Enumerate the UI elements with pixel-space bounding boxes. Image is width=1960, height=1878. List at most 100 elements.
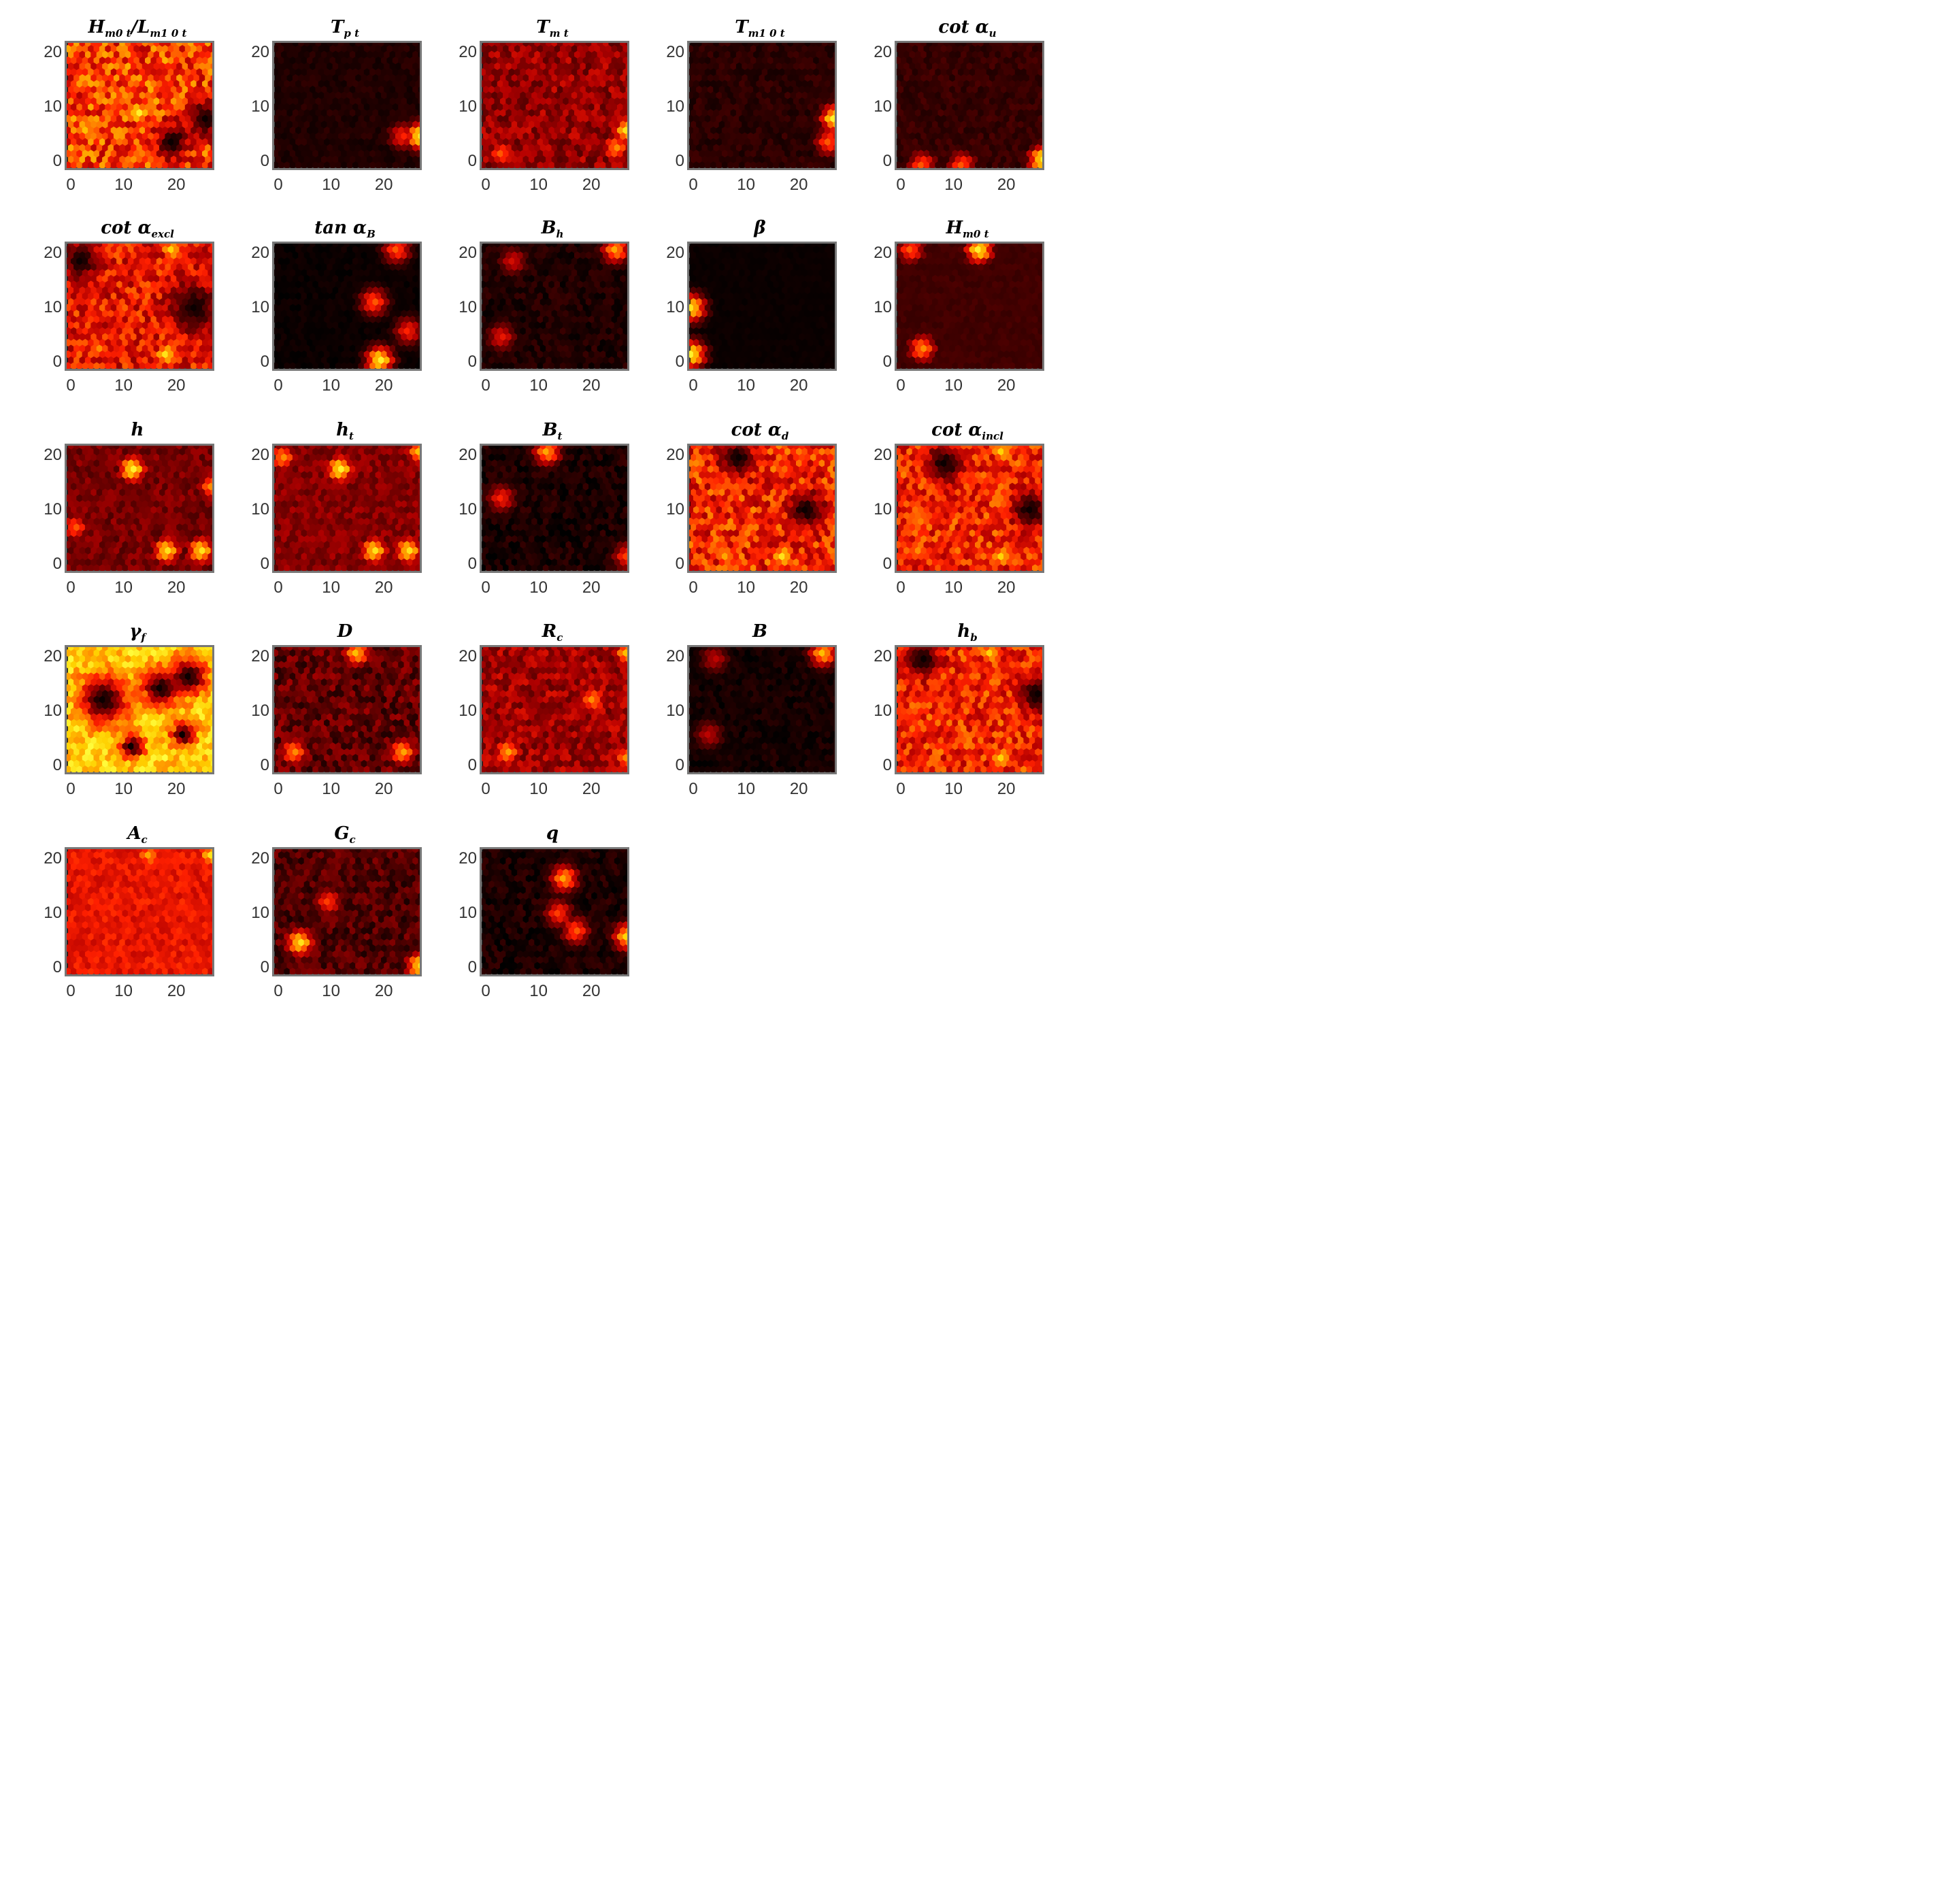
hex-cell: [329, 338, 336, 347]
hex-cell: [210, 121, 212, 128]
hex-cell: [733, 137, 740, 146]
hex-cell: [614, 251, 620, 259]
hex-cell: [761, 44, 768, 53]
hex-cell: [588, 257, 595, 265]
hex-cell: [292, 251, 299, 259]
hex-cell: [88, 257, 95, 265]
hex-cell: [971, 97, 978, 105]
hex-cell: [196, 350, 203, 359]
hex-cell: [122, 338, 129, 347]
hex-cell: [369, 269, 376, 277]
hex-cell: [145, 91, 152, 99]
hex-cell: [346, 245, 353, 254]
hex-cell: [88, 303, 95, 312]
hex-cell: [727, 80, 734, 88]
hex-cell: [398, 269, 405, 277]
hex-cell: [173, 245, 180, 254]
hex-cell: [997, 44, 1004, 53]
hex-cell: [190, 114, 197, 122]
hex-cell: [352, 303, 359, 312]
hex-cell: [565, 315, 572, 323]
y-tick-label: 10: [251, 97, 269, 116]
hex-cell: [505, 120, 512, 129]
hex-cell: [99, 257, 105, 265]
hex-cell: [963, 91, 970, 99]
y-tick-label: 0: [52, 152, 62, 170]
hex-cell: [82, 56, 88, 65]
hex-cell: [406, 263, 413, 271]
hex-cell: [818, 44, 825, 53]
hex-cell: [1012, 97, 1018, 105]
hex-cell: [778, 44, 785, 53]
hex-cell: [1037, 68, 1042, 76]
hex-cell: [156, 80, 163, 88]
hex-cell: [983, 85, 990, 94]
hex-cell: [153, 321, 160, 329]
hex-cell: [105, 315, 112, 323]
hex-cell: [992, 56, 999, 65]
hex-cell: [943, 62, 950, 70]
hex-cell: [825, 114, 831, 122]
hex-cell: [199, 274, 205, 283]
hex-cell: [707, 62, 714, 70]
hex-cell: [133, 362, 140, 369]
hex-cell: [274, 137, 279, 146]
hex-cell: [756, 80, 763, 88]
hex-cell: [150, 327, 157, 335]
hex-cell: [701, 155, 708, 163]
hex-cell: [517, 356, 524, 364]
hex-cell: [622, 56, 627, 65]
hex-cell: [324, 114, 331, 122]
hex-cell: [184, 338, 191, 347]
hex-cell: [306, 68, 313, 76]
hex-cell: [969, 114, 976, 122]
hex-cell: [176, 251, 183, 259]
hex-cell: [946, 103, 953, 111]
hex-cell: [318, 149, 325, 158]
hex-cell: [897, 108, 904, 117]
hex-cell: [912, 114, 918, 122]
hex-cell: [577, 257, 584, 265]
hex-cell: [295, 126, 302, 135]
hex-cell: [196, 126, 203, 135]
hex-cell: [525, 44, 532, 53]
hex-cell: [546, 50, 552, 59]
hex-cell: [79, 286, 86, 295]
hex-cell: [577, 80, 584, 88]
hex-cell: [611, 257, 618, 265]
hex-cell: [537, 80, 544, 88]
hex-cell: [176, 85, 183, 94]
hex-cell: [153, 144, 160, 152]
hex-cell: [539, 286, 546, 295]
hex-cell: [99, 350, 105, 359]
hex-cell: [605, 280, 612, 289]
hex-cell: [332, 73, 339, 82]
hex-cell: [525, 137, 532, 146]
hex-cell: [937, 43, 944, 47]
hex-cell: [918, 80, 925, 88]
hex-cell: [310, 274, 316, 283]
hex-cell: [107, 73, 114, 82]
hex-cell: [952, 114, 959, 122]
x-tick-label: 0: [273, 176, 283, 194]
hex-cell: [548, 114, 555, 122]
hex-cell: [274, 280, 279, 289]
hex-cell: [793, 144, 799, 152]
hex-cell: [830, 80, 835, 88]
hex-cell: [124, 356, 131, 364]
hex-cell: [813, 56, 820, 65]
hex-cell: [286, 108, 293, 117]
hex-cell: [995, 97, 1001, 105]
hex-cell: [88, 350, 95, 359]
hex-cell: [505, 50, 512, 59]
hex-cell: [986, 149, 993, 158]
hex-cell: [499, 132, 506, 140]
hex-cell: [318, 257, 325, 265]
hex-cell: [184, 362, 191, 369]
hex-cell: [358, 338, 365, 347]
hex-cell: [190, 56, 197, 65]
hex-cell: [99, 303, 105, 312]
hex-cell: [184, 327, 191, 335]
hex-cell: [818, 137, 825, 146]
hex-cell: [278, 80, 284, 88]
